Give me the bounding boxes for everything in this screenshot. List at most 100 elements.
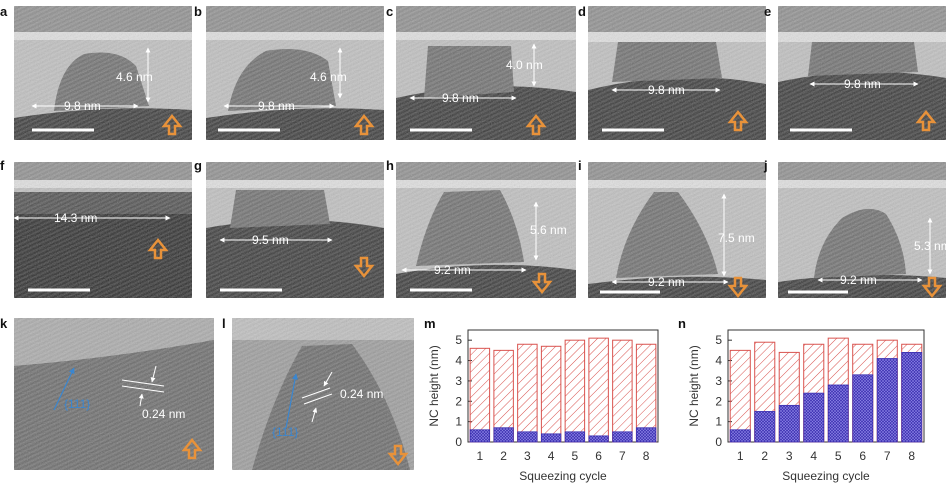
y-tick-label: 2 (715, 394, 722, 408)
bar-total (588, 337, 609, 443)
bar-total (612, 339, 633, 443)
x-tick-label: 3 (524, 449, 531, 463)
spacing-label: 0.24 nm (340, 387, 383, 401)
x-tick-label: 8 (643, 449, 650, 463)
y-tick-label: 5 (455, 333, 462, 347)
height-label: 4.6 nm (310, 70, 347, 84)
arrow-up-icon (915, 109, 937, 132)
height-label: 7.5 nm (718, 231, 755, 245)
panel-label: e (764, 4, 772, 19)
bar-pyramid (754, 411, 776, 443)
width-label: 14.3 nm (54, 211, 97, 225)
bar-pyramid (469, 429, 491, 443)
plane-label: {111} (64, 397, 90, 411)
bar-total (729, 349, 751, 443)
tem-image-k: {111} 0.24 nm (14, 318, 214, 470)
width-label: 9.2 nm (434, 263, 471, 277)
tem-image-e: 9.8 nm (778, 6, 946, 140)
bar-pyramid (778, 404, 800, 443)
width-label: 9.8 nm (648, 83, 685, 97)
y-tick-label: 5 (715, 333, 722, 347)
height-label: 5.6 nm (530, 223, 567, 237)
arrow-up-icon (727, 109, 749, 132)
x-axis-label: Squeezing cycle (519, 469, 607, 483)
plane-label: {111} (272, 425, 298, 439)
x-tick-label: 6 (595, 449, 602, 463)
bar-pyramid (827, 384, 849, 443)
arrow-up-icon (525, 113, 547, 136)
arrow-up-icon (147, 237, 169, 260)
y-tick-label: 1 (455, 415, 462, 429)
bar-pyramid (493, 427, 514, 443)
y-tick-label: 0 (455, 435, 462, 449)
tem-image-h: 5.6 nm 9.2 nm (396, 162, 576, 298)
x-tick-label: 6 (859, 449, 866, 463)
tem-image-f: 14.3 nm (14, 162, 192, 298)
height-label: 5.3 nm (914, 239, 946, 253)
width-label: 9.2 nm (840, 273, 877, 287)
height-label: 4.0 nm (506, 58, 543, 72)
x-tick-label: 1 (737, 449, 744, 463)
arrow-down-icon (387, 444, 409, 467)
arrow-down-icon (531, 272, 553, 295)
x-tick-label: 5 (572, 449, 579, 463)
tem-image-b: 4.6 nm 9.8 nm (206, 6, 384, 140)
tem-image-g: 9.5 nm (206, 162, 384, 298)
tem-image-a: 4.6 nm 9.8 nm (14, 6, 192, 140)
panel-label: l (222, 316, 226, 331)
x-tick-label: 4 (810, 449, 817, 463)
spacing-label: 0.24 nm (142, 407, 185, 421)
panel-label: f (0, 158, 5, 173)
bar-pyramid (852, 374, 874, 443)
plot-frame (467, 329, 659, 443)
bar-total (564, 339, 586, 443)
panel-label: g (194, 158, 202, 173)
bar-total (540, 345, 562, 443)
tem-image-l: {111} 0.24 nm (232, 318, 414, 470)
y-tick-label: 4 (715, 354, 722, 368)
y-tick-label: 3 (715, 374, 722, 388)
y-tick-label: 3 (455, 374, 462, 388)
tem-image-i: 7.5 nm 9.2 nm (588, 162, 766, 298)
tem-image-j: 5.3 nm 9.2 nm (778, 162, 946, 298)
x-tick-label: 5 (835, 449, 842, 463)
panel-label: j (764, 158, 768, 173)
bar-pyramid (729, 429, 751, 443)
panel-label: b (194, 4, 202, 19)
arrow-up-icon (353, 113, 375, 136)
panel-label: n (678, 316, 686, 331)
panel-label: m (424, 316, 436, 331)
x-axis-label: Squeezing cycle (782, 469, 870, 483)
bar-pyramid (540, 433, 562, 443)
panel-label: i (578, 158, 582, 173)
width-label: 9.8 nm (844, 77, 881, 91)
plot-frame (727, 329, 925, 443)
y-tick-label: 4 (455, 354, 462, 368)
panel-label: h (386, 158, 394, 173)
bar-pyramid (635, 427, 657, 443)
bar-pyramid (803, 392, 825, 443)
arrow-up-icon (161, 113, 183, 136)
bar-pyramid (901, 352, 923, 443)
bar-pyramid (612, 431, 633, 443)
arrow-down-icon (353, 256, 375, 279)
arrow-down-icon (921, 276, 943, 298)
bar-pyramid (588, 435, 609, 443)
x-tick-label: 1 (477, 449, 484, 463)
bar-total (635, 343, 657, 443)
y-axis-label: NC height (nm) (427, 345, 441, 426)
width-label: 9.8 nm (442, 91, 479, 105)
y-tick-label: 0 (715, 435, 722, 449)
width-label: 9.2 nm (648, 275, 685, 289)
x-tick-label: 8 (908, 449, 915, 463)
bar-pyramid (564, 431, 586, 443)
bar-pyramid (517, 431, 538, 443)
tem-image-d: 9.8 nm (588, 6, 766, 140)
y-tick-label: 1 (715, 415, 722, 429)
x-tick-label: 2 (761, 449, 768, 463)
panel-label: a (0, 4, 8, 19)
width-label: 9.5 nm (252, 233, 289, 247)
x-tick-label: 4 (548, 449, 555, 463)
x-tick-label: 3 (786, 449, 793, 463)
panel-label: d (578, 4, 586, 19)
